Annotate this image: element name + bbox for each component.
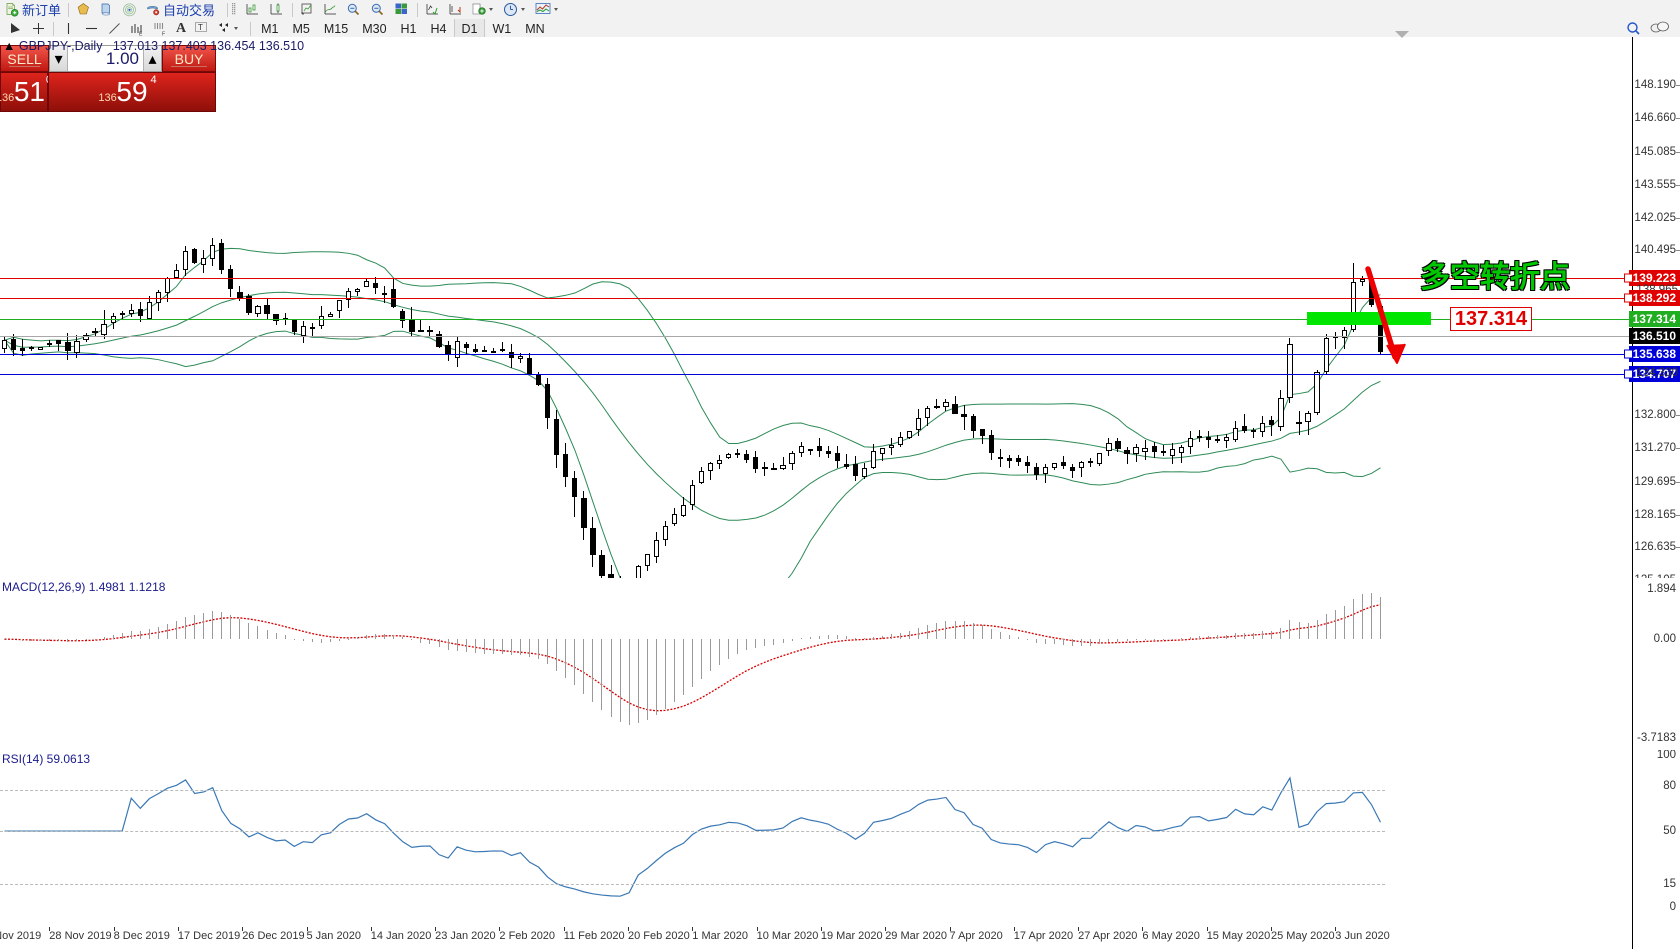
svg-text:T: T [198,23,203,32]
svg-text:E: E [139,32,143,37]
svg-text:F: F [162,32,165,37]
